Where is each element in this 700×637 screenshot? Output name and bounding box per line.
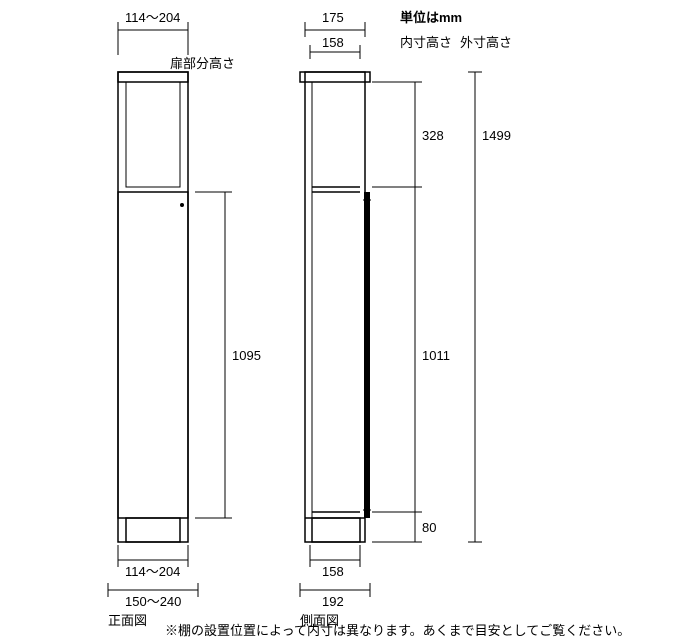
side-lower-inner-height: 1011 (422, 348, 450, 363)
outer-height-header: 外寸高さ (460, 35, 512, 50)
side-bottom-inner-dim: 158 (310, 545, 360, 579)
side-view-group: 175 158 単位はmm 内寸高さ 外寸高さ (300, 10, 512, 628)
front-bottom-outer-dim: 150～240 (108, 583, 198, 609)
side-bottom-outer-dim: 192 (300, 583, 370, 609)
front-door-height-dim: 1095 (195, 192, 261, 518)
unit-note-label: 単位はmm (400, 10, 462, 25)
inner-height-header: 内寸高さ (400, 35, 452, 50)
front-door-panel (118, 192, 188, 518)
side-outer-height-value: 1499 (482, 128, 511, 143)
side-top-board (300, 72, 370, 82)
side-bottom-inner-height: 80 (422, 520, 436, 535)
front-bottom-inner-dim: 114～204 (118, 545, 188, 579)
front-door-height-value: 1095 (232, 348, 261, 363)
front-top-width-label: 114～204 (125, 10, 180, 25)
front-bottom-inner-width-label: 114～204 (125, 564, 180, 579)
side-top-outer-dim: 175 (305, 10, 365, 37)
drawing-canvas: 114～204 扉部分高さ 1095 114～204 (0, 0, 700, 637)
front-bottom-outer-width-label: 150～240 (125, 594, 181, 609)
side-bottom-outer-width-label: 192 (322, 594, 344, 609)
front-top-dim: 114～204 (118, 10, 188, 55)
front-door-height-header: 扉部分高さ (170, 56, 235, 71)
side-outer-rect (305, 72, 365, 542)
side-upper-inner-height: 328 (422, 128, 444, 143)
front-door-knob (180, 203, 184, 207)
side-outer-height-dim: 1499 (468, 72, 511, 542)
front-top-board (118, 72, 188, 82)
side-bottom-inner-width-label: 158 (322, 564, 344, 579)
front-view-group: 114～204 扉部分高さ 1095 114～204 (108, 10, 261, 628)
side-base (312, 518, 360, 542)
front-outer-rect (118, 72, 188, 542)
footer-note: ※棚の設置位置によって内寸は異なります。あくまで目安としてご覧ください。 (165, 623, 630, 637)
side-top-outer-width-label: 175 (322, 10, 344, 25)
front-base (126, 518, 180, 542)
front-view-title: 正面図 (108, 613, 147, 628)
side-inner-height-dims: 328 1011 80 (372, 82, 450, 542)
side-top-inner-width-label: 158 (322, 35, 344, 50)
front-open-compartment (126, 82, 180, 187)
side-top-inner-dim: 158 (310, 35, 360, 59)
